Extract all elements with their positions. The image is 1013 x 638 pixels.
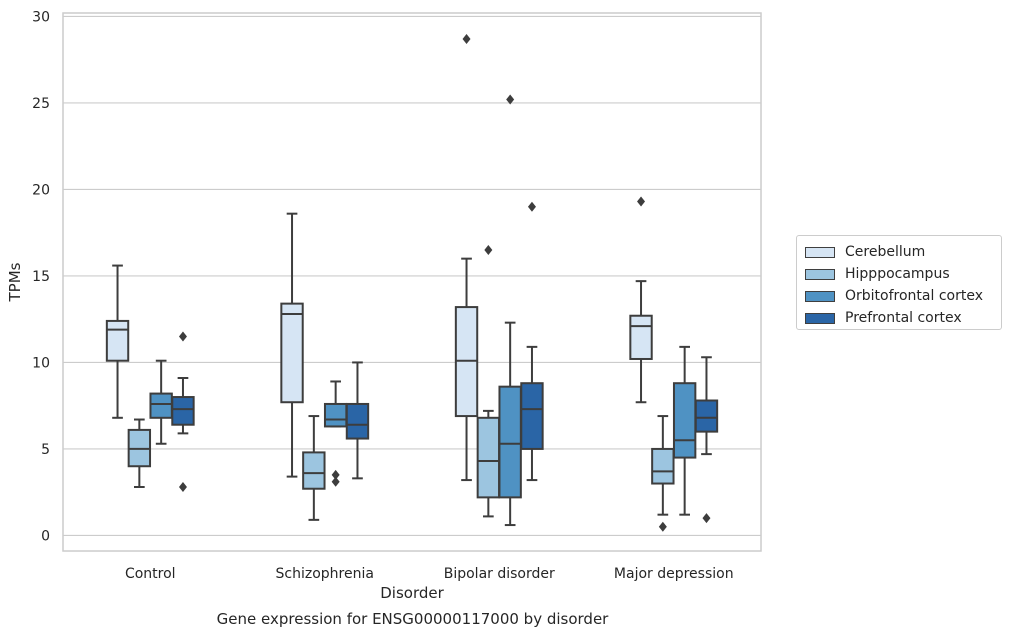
legend-label-orbitofrontal: Orbitofrontal cortex xyxy=(845,288,983,304)
box-3-3 xyxy=(694,399,719,433)
y-tick-label: 30 xyxy=(32,9,50,25)
outlier-point xyxy=(506,94,515,105)
box-3-1 xyxy=(345,402,370,440)
y-tick-label: 20 xyxy=(32,182,50,198)
outlier-point xyxy=(637,196,646,207)
outlier-point xyxy=(484,244,493,255)
legend-swatch-prefrontal xyxy=(805,312,835,324)
box-2-2 xyxy=(498,385,522,499)
box-0-3 xyxy=(629,314,653,360)
legend-item-hippocampus: Hipppocampus xyxy=(805,263,993,285)
box-0-1 xyxy=(280,302,304,404)
outlier-point xyxy=(178,481,187,492)
legend-item-prefrontal: Prefrontal cortex xyxy=(805,307,993,329)
legend-swatch-hippocampus xyxy=(805,268,835,280)
x-tick-label: Control xyxy=(125,566,176,582)
legend-item-cerebellum: Cerebellum xyxy=(805,241,993,263)
outlier-point xyxy=(331,476,340,487)
legend-label-hippocampus: Hipppocampus xyxy=(845,266,950,282)
x-axis-label: Disorder xyxy=(380,584,444,602)
chart-caption: Gene expression for ENSG00000117000 by d… xyxy=(216,610,609,628)
box-1-3 xyxy=(651,447,675,485)
outlier-point xyxy=(702,513,711,524)
box-1-1 xyxy=(302,451,326,490)
y-tick-label: 5 xyxy=(41,442,50,458)
box-2-0 xyxy=(149,392,173,419)
x-tick-label: Major depression xyxy=(614,566,734,582)
outlier-point xyxy=(462,33,471,44)
box-0-0 xyxy=(105,319,130,362)
legend-swatch-orbitofrontal xyxy=(805,290,835,302)
y-tick-label: 15 xyxy=(32,269,50,285)
legend-label-prefrontal: Prefrontal cortex xyxy=(845,310,962,326)
box-3-2 xyxy=(520,382,544,450)
box-3-0 xyxy=(171,396,195,426)
y-axis-label: TPMs xyxy=(6,262,24,302)
y-tick-label: 0 xyxy=(41,528,50,544)
outlier-point xyxy=(658,521,667,532)
outlier-point xyxy=(527,201,536,212)
legend-label-cerebellum: Cerebellum xyxy=(845,244,926,260)
box-2-1 xyxy=(323,402,348,428)
x-tick-label: Schizophrenia xyxy=(276,566,374,582)
y-tick-label: 25 xyxy=(32,96,50,112)
legend-item-orbitofrontal: Orbitofrontal cortex xyxy=(805,285,993,307)
plot-frame xyxy=(62,12,762,552)
y-tick-label: 10 xyxy=(32,355,50,371)
box-2-3 xyxy=(672,382,697,459)
outlier-point xyxy=(331,469,340,480)
x-tick-label: Bipolar disorder xyxy=(444,566,555,582)
outlier-point xyxy=(178,331,187,342)
legend-swatch-cerebellum xyxy=(805,246,835,258)
legend: Cerebellum Hipppocampus Orbitofrontal co… xyxy=(796,235,1002,330)
box-1-2 xyxy=(476,416,501,499)
